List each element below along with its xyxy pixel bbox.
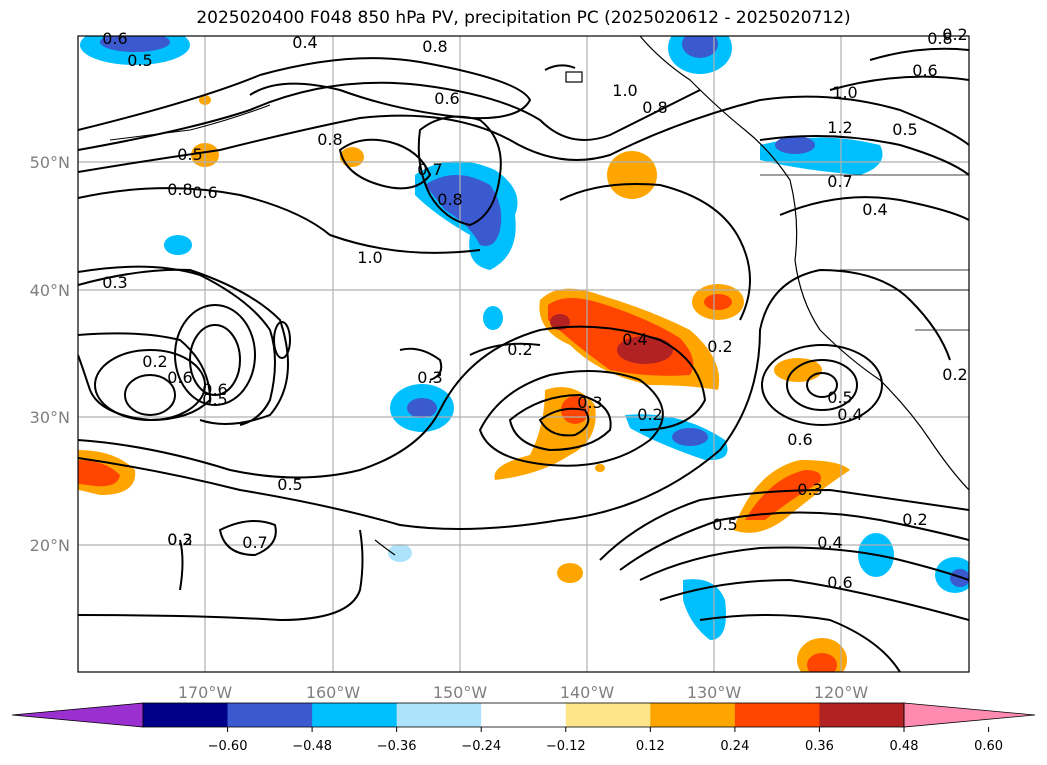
contour-label: 0.6	[434, 89, 459, 108]
contour-label: 1.2	[827, 118, 852, 137]
colorbar-tick-label: −0.48	[292, 739, 332, 754]
lon-label: 140°W	[560, 683, 615, 702]
contour-label: 0.7	[827, 172, 852, 191]
contour-label: 0.3	[577, 393, 602, 412]
colorbar: −0.60 −0.48 −0.36 −0.24 −0.12 0.12 0.24 0.36 0.4…	[12, 703, 1035, 754]
colorbar-tick-label: 0.12	[636, 739, 665, 754]
shade-neg	[672, 428, 708, 446]
colorbar-tick-label: −0.36	[377, 739, 417, 754]
contour-label: 0.6	[167, 368, 192, 387]
shade-pos	[607, 151, 657, 199]
contour-label: 0.4	[862, 200, 887, 219]
colorbar-tick-label: −0.60	[208, 739, 248, 754]
contour-label: 0.3	[797, 480, 822, 499]
contour-label: 0.4	[622, 330, 647, 349]
contour-line	[640, 548, 969, 581]
border-line	[840, 270, 969, 330]
shade-pos	[774, 358, 822, 382]
lon-label: 130°W	[687, 683, 742, 702]
shade-pos	[595, 464, 605, 472]
shade-pos	[557, 563, 583, 583]
contour-label: 0.2	[902, 510, 927, 529]
contour-label: 0.8	[642, 98, 667, 117]
colorbar-tick-label: −0.12	[546, 739, 586, 754]
colorbar-segment	[650, 703, 735, 727]
contour-label: 0.3	[167, 530, 192, 549]
lat-label: 30°N	[30, 408, 70, 427]
lat-label: 20°N	[30, 536, 70, 555]
lon-label: 170°W	[178, 683, 233, 702]
contour-label: 0.6	[102, 29, 127, 48]
contour-line	[870, 49, 969, 60]
contour-label: 0.8	[317, 130, 342, 149]
contour-line	[545, 65, 575, 70]
contour-label: 0.7	[417, 160, 442, 179]
shade-pos	[340, 147, 364, 167]
coastline	[640, 36, 969, 490]
coastline	[110, 105, 270, 140]
shade-pos	[807, 653, 837, 677]
contour-label: 0.8	[422, 37, 447, 56]
contour-label: 1.0	[357, 248, 382, 267]
colorbar-tick-label: 0.60	[974, 739, 1003, 754]
contour-label: 0.7	[242, 533, 267, 552]
contour-label: 0.5	[202, 390, 227, 409]
shade-neg	[682, 30, 718, 58]
contour-label: 0.6	[192, 183, 217, 202]
contour-label: 0.8	[437, 190, 462, 209]
contour-label: 0.4	[837, 405, 862, 424]
contour-label: 0.6	[787, 430, 812, 449]
contour-label: 0.2	[637, 405, 662, 424]
contour-label: 0.2	[142, 352, 167, 371]
contour-label: 0.2	[507, 340, 532, 359]
lat-label: 40°N	[30, 281, 70, 300]
lon-label: 150°W	[433, 683, 488, 702]
colorbar-segment	[143, 703, 228, 727]
contour-label: 0.6	[827, 573, 852, 592]
colorbar-tick-label: 0.24	[720, 739, 749, 754]
map-figure: 0.6 0.4 0.80.50.6 1.00.81.00.80.61.20.80.50…	[0, 0, 1047, 765]
colorbar-tick-label: 0.48	[890, 739, 919, 754]
shade-neg	[164, 235, 192, 255]
colorbar-segment	[397, 703, 482, 727]
contour-label: 0.5	[127, 51, 152, 70]
colorbar-segment	[481, 703, 566, 727]
shade-neg	[775, 136, 815, 154]
contour-label: 0.2	[942, 365, 967, 384]
contour-label: 0.2	[707, 337, 732, 356]
contour-label: 1.0	[612, 81, 637, 100]
colorbar-tick-label: 0.36	[805, 739, 834, 754]
colorbar-extend-min	[12, 703, 143, 727]
contour-label: 0.3	[102, 273, 127, 292]
colorbar-segment	[566, 703, 651, 727]
contour-label: 0.5	[712, 515, 737, 534]
contour-line	[78, 270, 288, 424]
contour-label: 1.0	[832, 83, 857, 102]
colorbar-segment	[735, 703, 820, 727]
contour-line	[78, 530, 363, 620]
contour-label: 0.3	[417, 368, 442, 387]
contour-label: 0.5	[892, 120, 917, 139]
contour-label: 0.4	[817, 533, 842, 552]
contour-label: 0.2	[942, 25, 967, 44]
lon-label: 120°W	[814, 683, 869, 702]
shade-pos	[704, 294, 732, 310]
colorbar-segment	[819, 703, 904, 727]
island	[566, 72, 582, 82]
contour-label: 0.8	[167, 180, 192, 199]
shade-neg	[407, 398, 437, 418]
lat-label: 50°N	[30, 153, 70, 172]
colorbar-extend-max	[904, 703, 1035, 727]
lon-label: 160°W	[306, 683, 361, 702]
colorbar-segment	[228, 703, 313, 727]
contour-label: 0.6	[912, 61, 937, 80]
shade-neg	[483, 306, 503, 330]
colorbar-tick-label: −0.24	[461, 739, 501, 754]
colorbar-segment	[312, 703, 397, 727]
contour-label: 0.5	[177, 145, 202, 164]
contour-label: 0.5	[277, 475, 302, 494]
